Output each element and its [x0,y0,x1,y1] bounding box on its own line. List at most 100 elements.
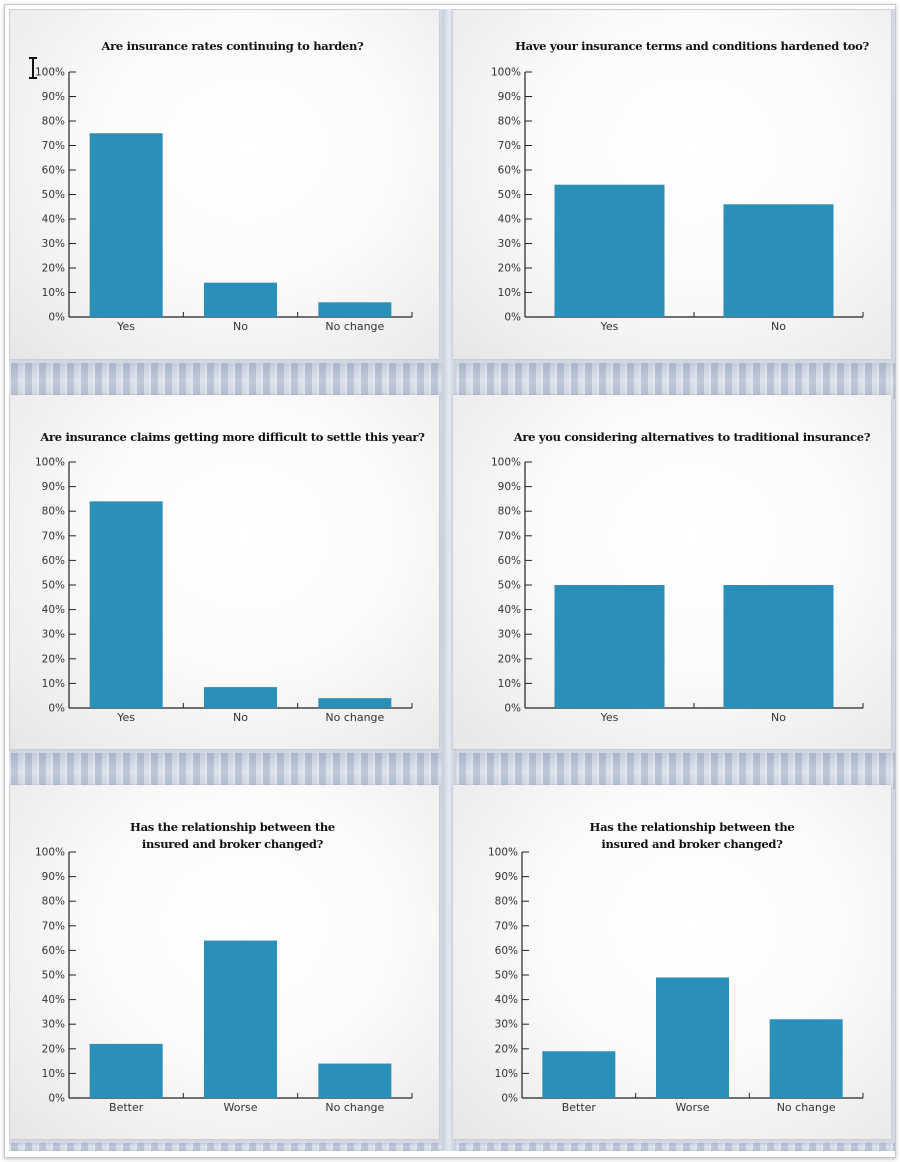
y-tick-label: 80% [42,896,65,908]
y-tick-label: 70% [495,920,518,932]
page-frame: Are insurance rates continuing to harden… [4,4,896,1158]
y-tick-label: 60% [498,555,521,567]
bar [554,585,665,708]
background-divider [442,9,456,1151]
x-category-label: Worse [224,1101,258,1114]
bar [204,940,277,1098]
x-category-label: Yes [116,320,135,333]
x-category-label: Better [562,1101,597,1114]
y-tick-label: 100% [491,67,521,79]
y-tick-label: 10% [42,1068,65,1080]
x-category-label: Better [109,1101,144,1114]
chart-relationship-2: Has the relationship between the insured … [488,820,864,1114]
y-tick-label: 40% [42,604,65,616]
bar [554,184,665,317]
chart-panel-relationship-1: Has the relationship between the insured … [10,785,439,1139]
x-category-label: No [771,711,786,724]
y-tick-label: 50% [495,970,518,982]
y-tick-label: 30% [42,1019,65,1031]
y-tick-label: 60% [42,945,65,957]
x-category-label: No change [777,1101,836,1114]
x-category-label: Yes [116,711,135,724]
bar [723,204,834,317]
y-tick-label: 70% [498,530,521,542]
x-category-label: Yes [600,320,619,333]
bar [656,977,729,1098]
y-tick-label: 50% [42,970,65,982]
y-tick-label: 10% [42,678,65,690]
y-tick-label: 50% [42,189,65,201]
y-tick-label: 50% [498,580,521,592]
y-tick-label: 0% [48,312,65,324]
y-tick-label: 80% [498,506,521,518]
chart-title: Are insurance claims getting more diffic… [39,430,425,444]
y-tick-label: 90% [495,871,518,883]
chart-title: insured and broker changed? [601,837,783,851]
bar [204,687,277,708]
y-tick-label: 30% [42,238,65,250]
x-category-label: No [233,320,248,333]
chart-title: insured and broker changed? [142,837,324,851]
chart-title: Have your insurance terms and conditions… [515,39,869,53]
x-category-label: No change [325,320,384,333]
y-tick-label: 90% [498,91,521,103]
y-tick-label: 30% [42,629,65,641]
y-tick-label: 40% [498,604,521,616]
y-tick-label: 50% [42,580,65,592]
chart-panel-claims: Are insurance claims getting more diffic… [10,395,439,749]
y-tick-label: 10% [42,287,65,299]
y-tick-label: 10% [495,1068,518,1080]
y-tick-label: 80% [42,506,65,518]
y-tick-label: 50% [498,189,521,201]
y-tick-label: 90% [42,871,65,883]
y-tick-label: 0% [48,703,65,715]
y-tick-label: 0% [504,703,521,715]
y-tick-label: 0% [501,1093,518,1105]
y-tick-label: 60% [495,945,518,957]
chart-relationship-1: Has the relationship between the insured … [35,820,413,1114]
chart-rates: Are insurance rates continuing to harden… [35,39,413,333]
bar [89,1043,163,1098]
y-tick-label: 0% [504,312,521,324]
bar [318,1063,392,1098]
y-tick-label: 80% [495,896,518,908]
y-tick-label: 0% [48,1093,65,1105]
y-tick-label: 70% [498,140,521,152]
y-tick-label: 20% [495,1043,518,1055]
text-cursor-icon [29,57,37,79]
y-tick-label: 80% [498,116,521,128]
x-category-label: No [771,320,786,333]
y-tick-label: 80% [42,116,65,128]
bar [318,302,392,317]
x-category-label: No change [325,711,384,724]
y-tick-label: 30% [495,1019,518,1031]
x-category-label: No [233,711,248,724]
bar [723,585,834,708]
x-category-label: Yes [600,711,619,724]
y-tick-label: 40% [42,994,65,1006]
bar [769,1019,843,1098]
bar [89,501,163,708]
x-category-label: No change [325,1101,384,1114]
y-tick-label: 40% [42,214,65,226]
chart-title: Are insurance rates continuing to harden… [101,39,364,53]
bar [542,1051,616,1098]
y-tick-label: 10% [498,678,521,690]
y-tick-label: 70% [42,920,65,932]
y-tick-label: 30% [498,629,521,641]
y-tick-label: 30% [498,238,521,250]
y-tick-label: 100% [35,67,65,79]
bar [318,698,392,708]
y-tick-label: 20% [42,263,65,275]
y-tick-label: 10% [498,287,521,299]
chart-panel-rates: Are insurance rates continuing to harden… [10,10,439,359]
chart-panel-alternatives: Are you considering alternatives to trad… [453,395,891,749]
y-tick-label: 40% [498,214,521,226]
y-tick-label: 90% [498,481,521,493]
y-tick-label: 90% [42,481,65,493]
y-tick-label: 100% [488,847,518,859]
bar [89,133,163,317]
y-tick-label: 100% [491,457,521,469]
y-tick-label: 70% [42,140,65,152]
y-tick-label: 90% [42,91,65,103]
